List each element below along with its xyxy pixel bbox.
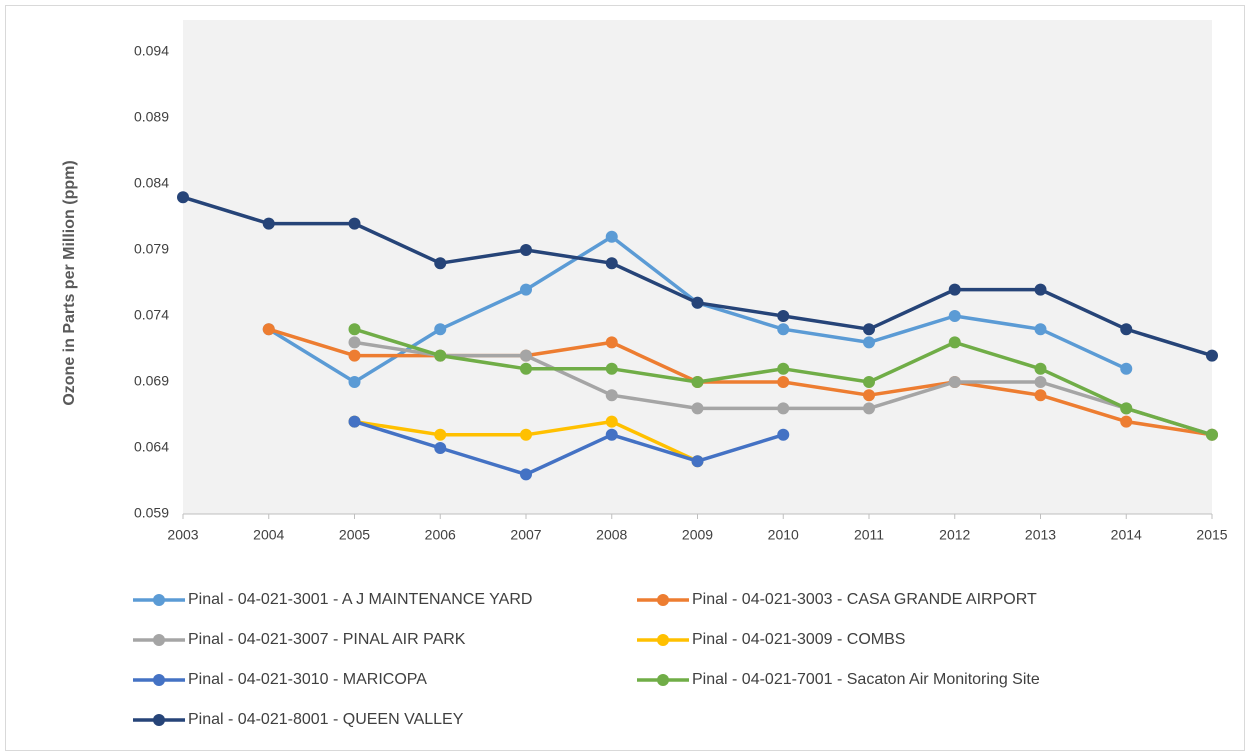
point <box>348 217 361 230</box>
y-axis-label: Ozone in Parts per Million (ppm) <box>61 160 78 405</box>
point <box>1034 376 1047 388</box>
point <box>605 389 618 402</box>
point <box>1034 283 1047 296</box>
legend-label: Pinal - 04-021-7001 - Sacaton Air Monito… <box>692 671 1040 688</box>
x-tick-label: 2007 <box>510 527 541 543</box>
point <box>863 402 875 415</box>
point <box>348 376 361 388</box>
point <box>520 244 532 256</box>
point <box>948 310 961 322</box>
x-tick-label: 2009 <box>682 527 713 543</box>
point <box>434 257 447 270</box>
point <box>434 349 447 362</box>
point <box>1120 415 1133 428</box>
y-tick-label: 0.084 <box>134 175 169 191</box>
point <box>1206 428 1218 441</box>
point <box>177 191 189 204</box>
legend-label: Pinal - 04-021-3010 - MARICOPA <box>188 671 427 688</box>
point <box>348 336 361 349</box>
point <box>605 415 618 428</box>
point <box>1120 323 1133 336</box>
legend-marker <box>657 634 669 646</box>
legend-marker <box>657 674 669 686</box>
y-tick-label: 0.069 <box>134 373 169 389</box>
point <box>520 428 532 441</box>
point <box>348 349 361 362</box>
point <box>948 376 961 388</box>
plot-area <box>183 20 1212 514</box>
point <box>863 376 875 388</box>
point <box>863 323 875 336</box>
point <box>520 362 532 375</box>
point <box>262 323 275 336</box>
point <box>1206 349 1218 362</box>
x-tick-label: 2011 <box>854 527 884 543</box>
legend-label: Pinal - 04-021-3007 - PINAL AIR PARK <box>188 631 466 648</box>
point <box>948 336 961 349</box>
point <box>1034 389 1047 402</box>
x-tick-label: 2015 <box>1196 527 1227 543</box>
y-tick-label: 0.079 <box>134 241 169 257</box>
legend-marker <box>153 634 165 646</box>
point <box>1120 402 1133 415</box>
point <box>605 362 618 375</box>
point <box>777 402 790 415</box>
point <box>777 376 790 388</box>
legend-marker <box>153 714 165 726</box>
point <box>777 428 790 441</box>
y-tick-label: 0.074 <box>134 307 169 323</box>
legend-label: Pinal - 04-021-3009 - COMBS <box>692 631 905 648</box>
point <box>348 323 361 336</box>
legend-marker <box>657 594 669 606</box>
point <box>262 217 275 230</box>
point <box>691 376 704 388</box>
point <box>863 389 875 402</box>
legend-marker <box>153 594 165 606</box>
x-tick-label: 2005 <box>339 527 370 543</box>
point <box>691 296 704 309</box>
point <box>1034 323 1047 336</box>
legend-label: Pinal - 04-021-8001 - QUEEN VALLEY <box>188 711 464 728</box>
point <box>1120 362 1133 375</box>
point <box>520 349 532 362</box>
x-tick-label: 2010 <box>768 527 799 543</box>
legend-marker <box>153 674 165 686</box>
series-line <box>353 419 784 477</box>
point <box>777 323 790 336</box>
point <box>605 257 618 270</box>
y-tick-label: 0.094 <box>134 43 169 59</box>
x-tick-label: 2008 <box>596 527 627 543</box>
x-tick-label: 2004 <box>253 527 284 543</box>
point <box>605 336 618 349</box>
point <box>520 283 532 296</box>
point <box>520 468 532 481</box>
point <box>863 336 875 349</box>
point <box>348 415 361 428</box>
point <box>434 323 447 336</box>
point <box>777 310 790 322</box>
point <box>777 362 790 375</box>
point <box>605 230 618 243</box>
point <box>948 283 961 296</box>
point <box>434 442 447 454</box>
point <box>605 428 618 441</box>
x-tick-label: 2013 <box>1025 527 1056 543</box>
point <box>1034 362 1047 375</box>
legend-label: Pinal - 04-021-3001 - A J MAINTENANCE YA… <box>188 591 532 608</box>
y-tick-label: 0.064 <box>134 439 169 455</box>
point <box>691 402 704 415</box>
point <box>691 455 704 468</box>
point <box>434 428 447 441</box>
series-line <box>268 327 1213 437</box>
x-tick-label: 2003 <box>167 527 198 543</box>
x-tick-label: 2012 <box>939 527 970 543</box>
x-tick-label: 2014 <box>1111 527 1142 543</box>
y-tick-label: 0.059 <box>134 505 169 521</box>
x-tick-label: 2006 <box>425 527 456 543</box>
legend-label: Pinal - 04-021-3003 - CASA GRANDE AIRPOR… <box>692 591 1037 608</box>
y-tick-label: 0.089 <box>134 109 169 125</box>
